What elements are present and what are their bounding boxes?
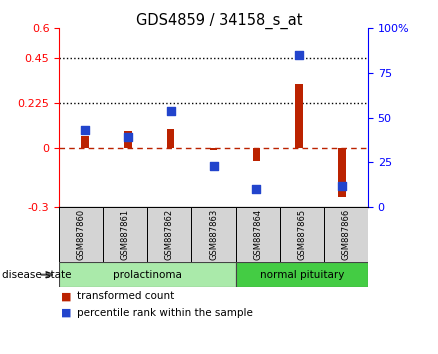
Text: disease state: disease state bbox=[2, 270, 72, 280]
Point bbox=[81, 127, 88, 133]
Text: GDS4859 / 34158_s_at: GDS4859 / 34158_s_at bbox=[136, 12, 302, 29]
Text: GSM887861: GSM887861 bbox=[121, 209, 130, 260]
Bar bbox=[103, 207, 147, 262]
Text: GSM887866: GSM887866 bbox=[341, 209, 350, 260]
Point bbox=[296, 52, 303, 58]
Point bbox=[210, 163, 217, 169]
Text: transformed count: transformed count bbox=[77, 291, 174, 301]
Point bbox=[167, 108, 174, 113]
Text: percentile rank within the sample: percentile rank within the sample bbox=[77, 308, 253, 318]
Bar bbox=[280, 207, 324, 262]
Bar bbox=[324, 207, 368, 262]
Bar bbox=[59, 207, 103, 262]
Bar bbox=[167, 129, 174, 148]
Bar bbox=[59, 262, 236, 287]
Bar bbox=[236, 207, 280, 262]
Text: normal pituitary: normal pituitary bbox=[260, 270, 344, 280]
Bar bbox=[191, 207, 236, 262]
Bar bbox=[81, 136, 89, 148]
Text: GSM887862: GSM887862 bbox=[165, 209, 174, 260]
Text: GSM887865: GSM887865 bbox=[297, 209, 306, 260]
Text: prolactinoma: prolactinoma bbox=[113, 270, 182, 280]
Point bbox=[124, 135, 131, 140]
Point bbox=[253, 187, 260, 192]
Bar bbox=[253, 148, 260, 161]
Bar bbox=[236, 262, 368, 287]
Bar bbox=[147, 207, 191, 262]
Text: ■: ■ bbox=[61, 291, 72, 301]
Point bbox=[339, 183, 346, 188]
Bar bbox=[338, 148, 346, 197]
Bar bbox=[124, 131, 131, 148]
Text: ■: ■ bbox=[61, 308, 72, 318]
Text: GSM887860: GSM887860 bbox=[77, 209, 86, 260]
Text: GSM887864: GSM887864 bbox=[253, 209, 262, 260]
Text: GSM887863: GSM887863 bbox=[209, 209, 218, 260]
Bar bbox=[296, 84, 303, 148]
Bar bbox=[210, 148, 217, 150]
